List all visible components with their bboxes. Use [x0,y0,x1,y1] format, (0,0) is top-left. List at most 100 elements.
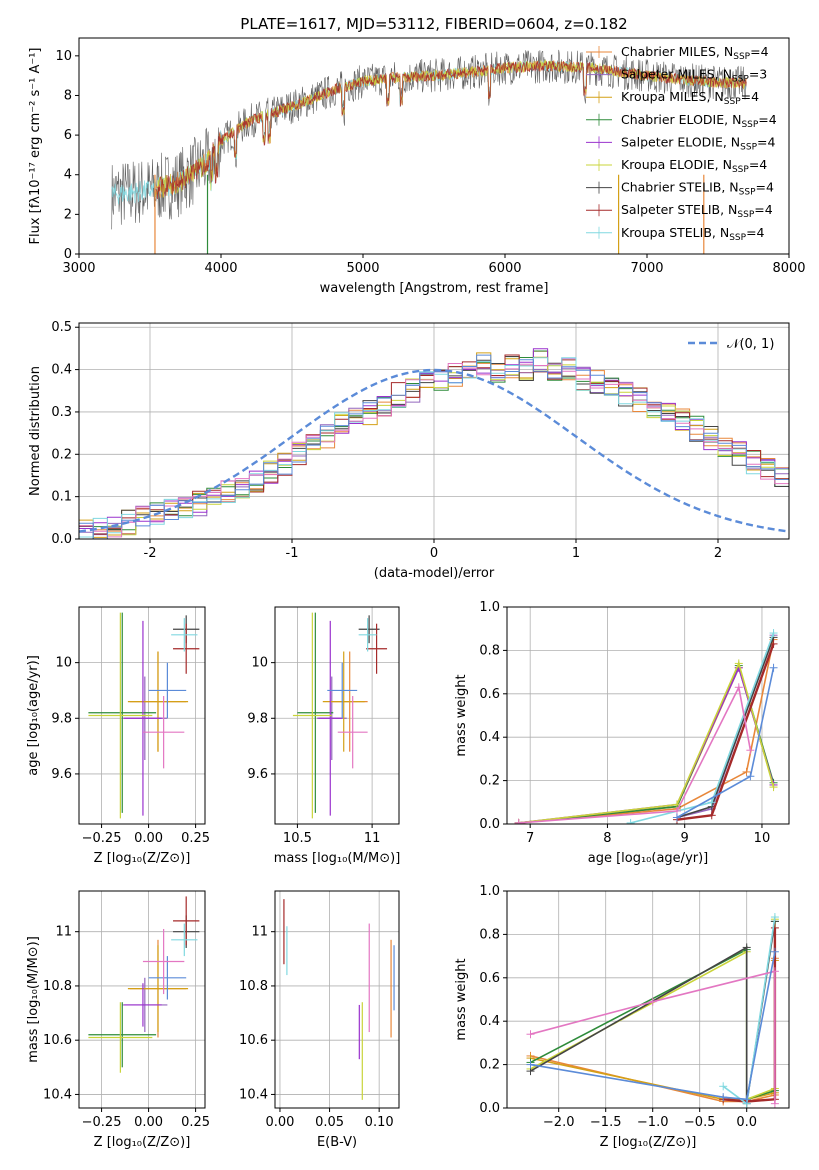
y-tick-label: 0.6 [479,971,500,986]
y-axis-label: age [log₁₀(age/yr)] [26,655,41,776]
mass-weight-series [518,661,775,824]
y-tick-label: 4 [64,168,72,183]
y-tick-label: 0.8 [479,643,500,658]
y-tick-label: 0.8 [479,927,500,942]
y-tick-label: 0.6 [479,687,500,702]
y-tick-label: 0.2 [479,774,500,789]
mass-weight-series [518,639,775,824]
mass-weight-series [518,665,775,824]
y-tick-label: 8 [64,88,72,103]
mass-weight-series [530,970,776,1104]
y-tick-label: 1.0 [479,884,500,899]
y-tick-label: 9.6 [51,767,72,782]
mass-weight-series [530,951,776,1101]
legend-label: Kroupa MILES, NSSP=4 [621,89,759,107]
y-tick-label: 0.2 [51,447,72,462]
legend-subscript: SSP [724,97,741,107]
spectrum-legend: Chabrier MILES, NSSP=4 Salpeter MILES, NS… [586,44,777,243]
mass-weight-series [518,684,752,824]
y-tick-label: 9.8 [51,711,72,726]
panel-residuals: -2 -1 0 1 2 0.0 0.1 0.2 0.3 0.4 0.5 (data-model)/er… [28,320,790,581]
x-tick-label: 7000 [630,261,663,276]
y-tick-label: 0.0 [479,1101,500,1116]
axes-frame [78,606,206,825]
y-tick-label: 0.4 [479,730,500,745]
y-tick-label: 6 [64,128,72,143]
legend-subscript: SSP [729,233,746,243]
legend-value: =4 [758,112,776,127]
x-axis-label: Z [log₁₀(Z/Z⊙)] [600,1135,697,1150]
x-tick-label: 9 [681,831,689,846]
y-tick-label: 0.4 [479,1014,500,1029]
panel-mass-weight-vs-Z: −2.0 −1.5 −1.0 −0.5 0.0 0.0 0.2 0.4 0.6 0.8 1.0 Z [… [454,884,790,1150]
legend-value: =4 [754,202,772,217]
x-tick-label: 0.25 [181,1115,210,1130]
normal-curve [79,368,789,533]
plot-area [507,607,789,824]
x-tick-label: 8000 [772,261,805,276]
mass-weight-series [723,927,777,1103]
x-axis-label: E(B-V) [317,1135,357,1150]
y-tick-label: 10.4 [43,1087,72,1102]
x-tick-label: −1.5 [590,1115,622,1130]
x-axis-label: Z [log₁₀(Z/Z⊙)] [94,1135,191,1150]
x-axis-label: mass [log₁₀(M/M⊙)] [274,851,401,866]
legend-subscript: SSP [733,52,750,62]
mass-weight-series [630,632,775,824]
y-tick-label: 0.1 [51,490,72,505]
y-tick-label: 9.6 [247,767,268,782]
x-tick-label: 0.00 [134,1115,163,1130]
panel-mass-vs-Z: −0.25 0.00 0.25 10.4 10.6 10.8 11 Z [log₁₀(Z/Z⊙… [26,890,210,1150]
y-tick-label: 0.4 [51,363,72,378]
plot-area [507,891,789,1108]
x-tick-label: 0.25 [181,831,210,846]
y-tick-label: 10.8 [43,979,72,994]
legend-subscript: SSP [739,188,756,198]
x-tick-label: −0.5 [684,1115,716,1130]
y-tick-label: 1.0 [479,600,500,615]
x-tick-label: 0.0 [736,1115,757,1130]
legend-subscript: SSP [741,120,758,130]
x-tick-label: 0.00 [265,1115,294,1130]
x-tick-label: 8 [603,831,611,846]
plot-area [275,607,399,824]
mass-weight-series [676,667,775,819]
mass-weight-series [722,916,776,1106]
panel-age-vs-Z: −0.25 0.00 0.25 9.6 9.8 10 Z [log₁₀(Z/Z⊙)] age … [26,606,210,866]
y-tick-label: 10.4 [239,1087,268,1102]
legend-label: Salpeter STELIB, NSSP=4 [621,202,773,220]
y-tick-label: 10 [55,49,72,64]
x-axis-label: wavelength [Angstrom, rest frame] [320,281,549,296]
y-axis-label: Normed distribution [28,366,43,496]
legend-value: =4 [750,44,768,59]
legend-subscript: SSP [737,210,754,220]
legend-label: Kroupa STELIB, NSSP=4 [621,225,765,243]
legend-label: Chabrier ELODIE, NSSP=4 [621,112,777,130]
x-tick-label: 4000 [204,261,237,276]
x-tick-label: 5000 [346,261,379,276]
y-tick-label: 0.2 [479,1058,500,1073]
y-tick-label: 0.0 [479,817,500,832]
x-tick-label: 1 [572,546,580,561]
x-axis-label: (data-model)/error [374,566,495,581]
axes-frame [506,606,790,825]
spectrum-series-line [155,60,747,200]
y-tick-label: 10.6 [43,1033,72,1048]
y-axis-label: mass weight [454,674,469,756]
legend-value: =4 [756,180,774,195]
plot-area [79,323,789,539]
x-tick-label: −0.25 [82,831,122,846]
x-tick-label: -1 [286,546,299,561]
mass-weight-series [518,665,775,824]
legend-subscript: SSP [732,165,749,175]
x-tick-label: 0.00 [134,831,163,846]
legend-subscript: SSP [732,75,749,85]
legend-label: Salpeter MILES, NSSP=3 [621,67,767,85]
x-tick-label: 0.10 [365,1115,394,1130]
plot-area [79,891,205,1108]
legend-subscript: SSP [740,142,757,152]
axes-frame [274,606,400,825]
y-tick-label: 10 [55,656,72,671]
panel-spectrum: 3000 4000 5000 6000 7000 8000 0 2 4 6 8 10 wavelengt… [28,37,806,296]
